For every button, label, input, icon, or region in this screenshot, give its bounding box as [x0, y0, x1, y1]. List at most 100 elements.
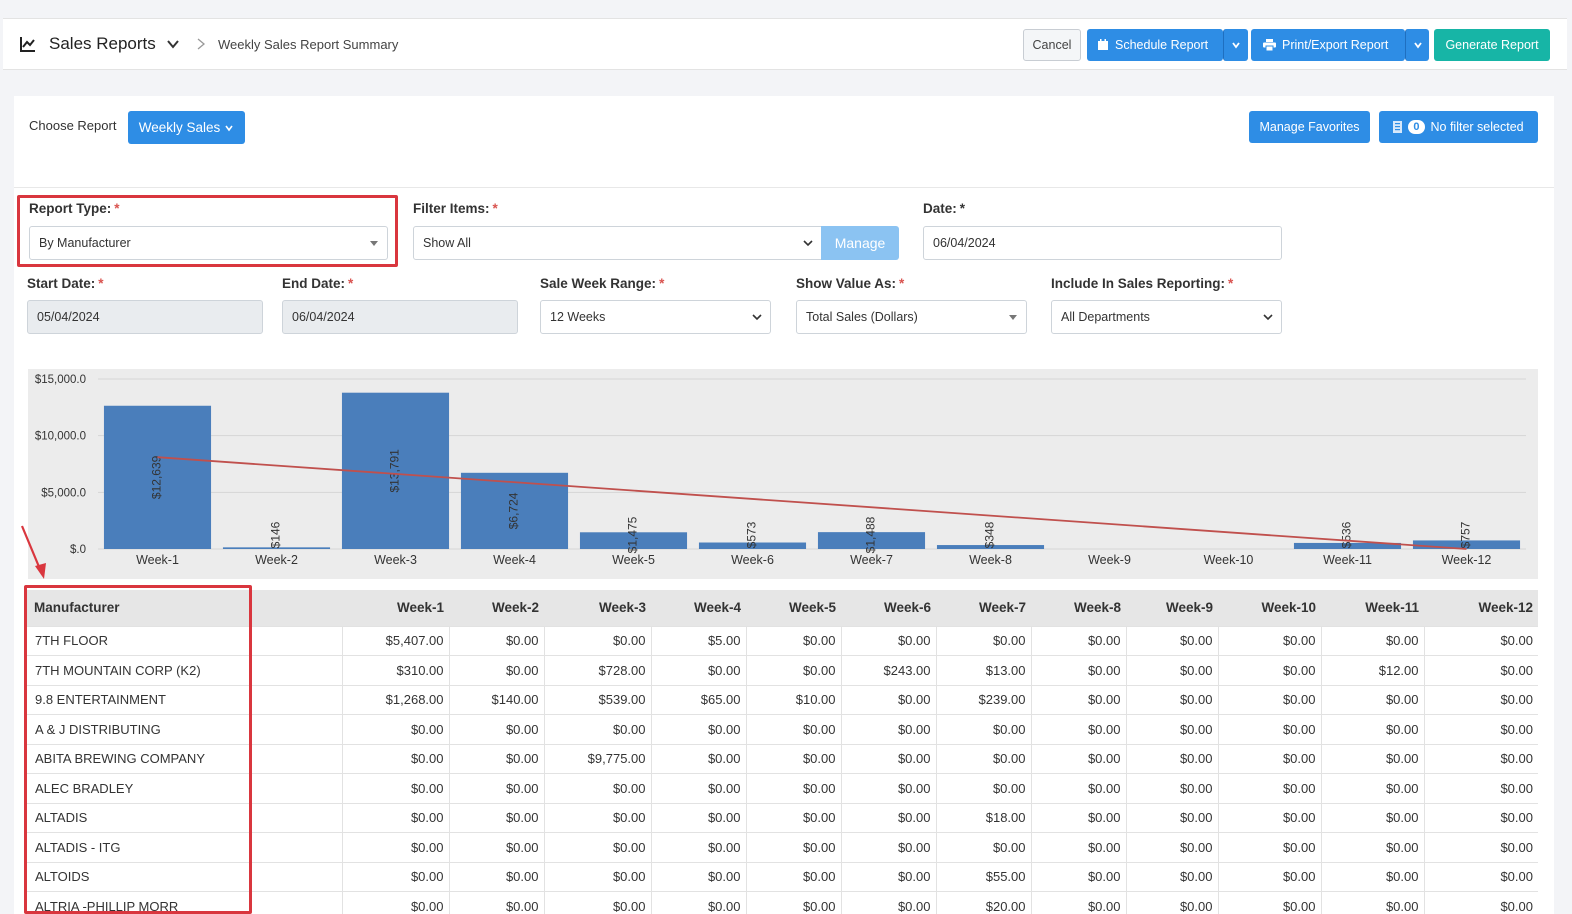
- value-cell: $0.00: [1125, 743, 1218, 774]
- table-row[interactable]: A & J DISTRIBUTING $0.00 $0.00 $0.00 $0.00 $0…: [26, 714, 1538, 744]
- table-row[interactable]: 7TH MOUNTAIN CORP (K2) $310.00 $0.00 $728.0…: [26, 655, 1538, 685]
- value-cell: $0.00: [1217, 802, 1321, 833]
- dropdown-triangle-icon: [370, 241, 378, 246]
- filter-icon: [1393, 121, 1403, 133]
- value-cell: $0.00: [1217, 773, 1321, 803]
- table-row[interactable]: ABITA BREWING COMPANY $0.00 $0.00 $9,775.00…: [26, 743, 1538, 774]
- column-header-week-5[interactable]: Week-5: [746, 590, 841, 626]
- manufacturer-cell: A & J DISTRIBUTING: [26, 714, 342, 744]
- trendline: [157, 456, 1467, 550]
- date-input[interactable]: 06/04/2024: [923, 226, 1282, 260]
- schedule-dropdown-button[interactable]: [1223, 29, 1248, 61]
- value-cell: $1,268.00: [341, 684, 449, 715]
- column-header-week-6[interactable]: Week-6: [841, 590, 936, 626]
- value-cell: $0.00: [543, 891, 651, 914]
- value-cell: $0.00: [1423, 773, 1538, 803]
- schedule-label: Schedule Report: [1115, 38, 1209, 52]
- include-in-sales-select[interactable]: All Departments: [1051, 300, 1282, 334]
- column-header-week-12[interactable]: Week-12: [1424, 590, 1538, 626]
- value-cell: $18.00: [935, 802, 1031, 833]
- value-cell: $0.00: [1030, 861, 1126, 892]
- show-value-as-label-text: Show Value As:: [796, 276, 897, 291]
- value-cell: $0.00: [1320, 743, 1424, 774]
- value-cell: $0.00: [1030, 802, 1126, 833]
- value-cell: $0.00: [448, 714, 544, 744]
- column-header-week-9[interactable]: Week-9: [1126, 590, 1218, 626]
- value-cell: $0.00: [935, 832, 1031, 862]
- end-date-label: End Date: *: [282, 276, 353, 291]
- value-cell: $0.00: [341, 773, 449, 803]
- table-row[interactable]: ALTADIS - ITG $0.00 $0.00 $0.00 $0.00 $0.00 $0…: [26, 832, 1538, 862]
- print-dropdown-button[interactable]: [1405, 29, 1429, 61]
- breadcrumb: Weekly Sales Report Summary: [218, 37, 399, 52]
- sales-chart: $.0 $5,000.0 $10,000.0 $15,000.0 Week-1 $12,6…: [28, 369, 1538, 579]
- value-cell: $12.00: [1320, 655, 1424, 685]
- value-cell: $0.00: [448, 861, 544, 892]
- generate-report-button[interactable]: Generate Report: [1434, 29, 1550, 61]
- x-tick-label: Week-10: [1204, 553, 1254, 567]
- value-cell: $0.00: [1030, 655, 1126, 685]
- manage-button[interactable]: Manage: [821, 226, 899, 260]
- value-cell: $0.00: [1423, 684, 1538, 715]
- value-cell: $65.00: [650, 684, 746, 715]
- value-cell: $0.00: [1125, 773, 1218, 803]
- manufacturer-cell: ALTADIS - ITG: [26, 832, 342, 862]
- table-row[interactable]: ALEC BRADLEY $0.00 $0.00 $0.00 $0.00 $0.00 $0.…: [26, 773, 1538, 803]
- column-header-week-10[interactable]: Week-10: [1218, 590, 1321, 626]
- choose-report-label: Choose Report: [29, 118, 117, 133]
- required-mark: *: [659, 276, 665, 291]
- column-header-manufacturer[interactable]: Manufacturer: [26, 590, 342, 626]
- column-header-week-1[interactable]: Week-1: [342, 590, 449, 626]
- value-cell: $0.00: [1217, 714, 1321, 744]
- show-value-as-select[interactable]: Total Sales (Dollars): [796, 300, 1027, 334]
- value-cell: $0.00: [840, 832, 936, 862]
- column-header-week-2[interactable]: Week-2: [449, 590, 544, 626]
- data-label: $146: [269, 521, 283, 548]
- table-row[interactable]: ALTOIDS $0.00 $0.00 $0.00 $0.00 $0.00 $0.00 $55…: [26, 861, 1538, 892]
- column-header-week-3[interactable]: Week-3: [544, 590, 651, 626]
- column-header-week-8[interactable]: Week-8: [1031, 590, 1126, 626]
- print-export-button[interactable]: Print/Export Report: [1251, 29, 1405, 61]
- chevron-down-icon[interactable]: [166, 37, 180, 51]
- column-header-week-7[interactable]: Week-7: [936, 590, 1031, 626]
- show-value-as-label: Show Value As: *: [796, 276, 904, 291]
- schedule-report-button[interactable]: Schedule Report: [1087, 29, 1223, 61]
- filter-label: No filter selected: [1430, 120, 1524, 134]
- value-cell: $0.00: [1217, 832, 1321, 862]
- sales-table: Manufacturer Week-1 Week-2 Week-3 Week-4 Week…: [26, 590, 1538, 914]
- column-header-week-11[interactable]: Week-11: [1321, 590, 1424, 626]
- table-row[interactable]: ALTADIS $0.00 $0.00 $0.00 $0.00 $0.00 $0.00 $18…: [26, 802, 1538, 833]
- value-cell: $0.00: [1423, 655, 1538, 685]
- value-cell: $0.00: [650, 891, 746, 914]
- x-tick-label: Week-7: [850, 553, 893, 567]
- value-cell: $0.00: [1030, 832, 1126, 862]
- value-cell: $0.00: [341, 802, 449, 833]
- report-type-select[interactable]: By Manufacturer: [29, 226, 388, 260]
- table-row[interactable]: ALTRIA -PHILLIP MORR $0.00 $0.00 $0.00 $0.00…: [26, 891, 1538, 914]
- sale-week-range-value: 12 Weeks: [550, 310, 606, 324]
- calendar-icon: [1098, 39, 1108, 50]
- table-header-row: Manufacturer Week-1 Week-2 Week-3 Week-4 Week…: [26, 590, 1538, 626]
- data-label: $6,724: [507, 492, 521, 529]
- data-label: $757: [1459, 521, 1473, 548]
- value-cell: $0.00: [1423, 743, 1538, 774]
- sale-week-range-label-text: Sale Week Range:: [540, 276, 657, 291]
- report-selector-button[interactable]: Weekly Sales: [128, 111, 245, 144]
- chevron-down-icon: [752, 314, 762, 321]
- value-cell: $0.00: [745, 861, 841, 892]
- table-row[interactable]: 7TH FLOOR $5,407.00 $0.00 $0.00 $5.00 $0.00 $0…: [26, 625, 1538, 656]
- cancel-button[interactable]: Cancel: [1023, 29, 1081, 61]
- sale-week-range-select[interactable]: 12 Weeks: [540, 300, 771, 334]
- filter-items-select[interactable]: Show All: [413, 226, 822, 260]
- table-row[interactable]: 9.8 ENTERTAINMENT $1,268.00 $140.00 $539.00…: [26, 684, 1538, 715]
- value-cell: $0.00: [745, 655, 841, 685]
- value-cell: $0.00: [1125, 891, 1218, 914]
- column-header-week-4[interactable]: Week-4: [651, 590, 746, 626]
- manage-favorites-button[interactable]: Manage Favorites: [1249, 111, 1370, 143]
- value-cell: $0.00: [1423, 625, 1538, 656]
- required-mark: *: [114, 201, 120, 216]
- report-type-label: Report Type: *: [29, 201, 120, 216]
- filter-count-badge: 0: [1408, 120, 1425, 134]
- filter-button[interactable]: 0 No filter selected: [1379, 111, 1538, 143]
- value-cell: $0.00: [1320, 625, 1424, 656]
